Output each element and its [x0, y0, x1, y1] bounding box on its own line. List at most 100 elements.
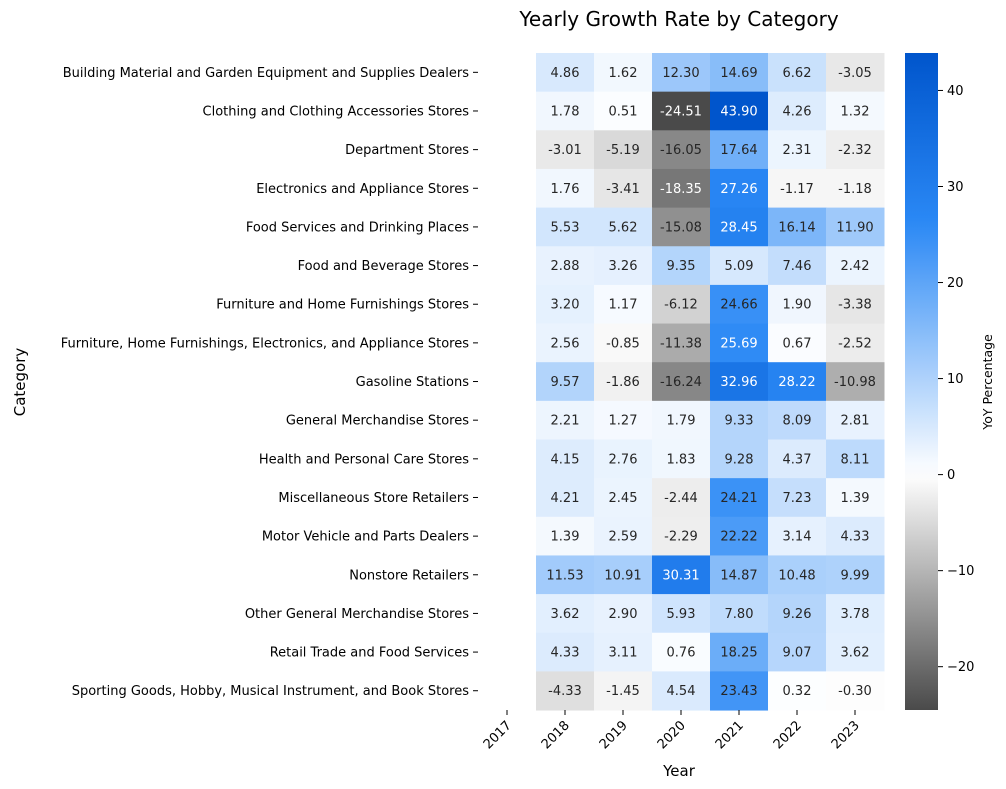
- cell-value-label: -3.05: [838, 66, 872, 81]
- cell-value-label: 6.62: [783, 66, 812, 81]
- heatmap-cell-building-material-and-garden-equipment-and-supplies-dealers-2020: [652, 53, 711, 93]
- x-tick-label: 2023: [829, 718, 863, 752]
- cell-value-label: 4.86: [551, 66, 580, 81]
- heatmap-cell-general-merchandise-stores-2023: [826, 400, 885, 440]
- heatmap-cell-gasoline-stations-2023: [826, 362, 885, 402]
- cell-value-label: 27.26: [720, 182, 757, 197]
- heatmap-cell-motor-vehicle-and-parts-dealers-2023: [826, 516, 885, 556]
- cell-value-label: 1.39: [551, 530, 580, 545]
- colorbar-ticks: −20 −10 0 10 20 30 40: [938, 84, 974, 675]
- cell-value-label: 2.21: [551, 414, 580, 429]
- heatmap-cell-clothing-and-clothing-accessories-stores-2023: [826, 91, 885, 131]
- cell-value-label: 0.32: [783, 684, 812, 699]
- cell-value-label: 2.42: [841, 259, 870, 274]
- heatmap-cell-furniture-and-home-furnishings-stores-2019: [594, 284, 653, 325]
- cell-value-label: 4.33: [551, 646, 580, 661]
- y-tick-label: Clothing and Clothing Accessories Stores: [203, 104, 470, 119]
- heatmap-cell-electronics-and-appliance-stores-2023: [826, 168, 885, 209]
- heatmap-cell-building-material-and-garden-equipment-and-supplies-dealers-2018: [536, 53, 595, 93]
- cell-value-label: 9.28: [725, 452, 754, 467]
- heatmap-cell-health-and-personal-care-stores-2023: [826, 439, 885, 479]
- cell-value-label: 1.78: [551, 104, 580, 119]
- y-tick-label: Department Stores: [345, 143, 469, 158]
- cell-value-label: -2.32: [838, 143, 872, 158]
- heatmap-cell-miscellaneous-store-retailers-2023: [826, 478, 885, 518]
- heatmap-cell-building-material-and-garden-equipment-and-supplies-dealers-2022: [768, 53, 827, 93]
- heatmap-cell-clothing-and-clothing-accessories-stores-2022: [768, 91, 827, 131]
- y-tick-label: Furniture, Home Furnishings, Electronics…: [61, 336, 469, 351]
- cell-value-label: 2.81: [841, 414, 870, 429]
- heatmap-cell-gasoline-stations-2018: [536, 362, 595, 402]
- cell-value-label: 7.80: [725, 607, 754, 622]
- heatmap-cell-building-material-and-garden-equipment-and-supplies-dealers-2019: [594, 53, 653, 93]
- cell-value-label: 1.62: [609, 66, 638, 81]
- cell-value-label: 9.26: [783, 607, 812, 622]
- heatmap-cell-food-and-beverage-stores-2018: [536, 246, 595, 286]
- cell-value-label: -1.17: [780, 182, 814, 197]
- cell-value-label: 4.15: [551, 452, 580, 467]
- cell-value-label: 10.48: [778, 568, 815, 583]
- cell-value-label: 3.11: [609, 646, 638, 661]
- cell-value-label: 2.88: [551, 259, 580, 274]
- heatmap-cell-motor-vehicle-and-parts-dealers-2022: [768, 516, 827, 556]
- cell-value-label: -3.41: [606, 182, 640, 197]
- heatmap-cell-nonstore-retailers-2018: [536, 555, 595, 595]
- cell-value-label: 4.54: [667, 684, 696, 699]
- heatmap-cell-sporting-goods-hobby-musical-instrument-and-book-stores-2019: [594, 671, 653, 711]
- cell-value-label: -18.35: [660, 182, 702, 197]
- colorbar-tick-label: −10: [947, 564, 974, 579]
- cell-value-label: 1.76: [551, 182, 580, 197]
- heatmap-cell-miscellaneous-store-retailers-2021: [710, 478, 769, 518]
- cell-value-label: -0.30: [838, 684, 872, 699]
- heatmap-cell-miscellaneous-store-retailers-2020: [652, 478, 711, 518]
- colorbar-tick-label: −20: [947, 660, 974, 675]
- heatmap-cell-nonstore-retailers-2022: [768, 555, 827, 595]
- cell-value-label: 2.59: [609, 530, 638, 545]
- y-tick-label: Retail Trade and Food Services: [270, 646, 470, 661]
- cell-value-label: -3.01: [548, 143, 582, 158]
- heatmap-cell-food-and-beverage-stores-2021: [710, 246, 769, 286]
- heatmap-cell-motor-vehicle-and-parts-dealers-2018: [536, 516, 595, 556]
- cell-value-label: 43.90: [720, 104, 757, 119]
- cell-value-label: -10.98: [834, 375, 876, 390]
- cell-value-label: -2.29: [664, 530, 698, 545]
- cell-value-label: 14.87: [720, 568, 757, 583]
- heatmap-cell-food-and-beverage-stores-2023: [826, 246, 885, 286]
- heatmap-cells: 4.86 1.62 12.30 14.69 6.62 -3.05 1.78 0.51 -24.5…: [536, 53, 885, 711]
- cell-value-label: 8.11: [841, 452, 870, 467]
- heatmap-cell-sporting-goods-hobby-musical-instrument-and-book-stores-2023: [826, 671, 885, 711]
- colorbar-tick-label: 10: [947, 372, 964, 387]
- cell-value-label: 23.43: [720, 684, 757, 699]
- heatmap-cell-health-and-personal-care-stores-2021: [710, 439, 769, 479]
- cell-value-label: 14.69: [720, 66, 757, 81]
- heatmap-cell-clothing-and-clothing-accessories-stores-2019: [594, 91, 653, 131]
- cell-value-label: 3.62: [551, 607, 580, 622]
- cell-value-label: 2.90: [609, 607, 638, 622]
- cell-value-label: -1.18: [838, 182, 872, 197]
- colorbar-tick-label: 30: [947, 180, 964, 195]
- heatmap-cell-food-services-and-drinking-places-2021: [710, 207, 769, 247]
- heatmap-cell-miscellaneous-store-retailers-2018: [536, 478, 595, 518]
- heatmap-cell-department-stores-2023: [826, 130, 885, 170]
- heatmap-cell-building-material-and-garden-equipment-and-supplies-dealers-2023: [826, 53, 885, 93]
- cell-value-label: 1.83: [667, 452, 696, 467]
- cell-value-label: 2.45: [609, 491, 638, 506]
- heatmap-cell-nonstore-retailers-2020: [652, 555, 711, 595]
- y-tick-label: General Merchandise Stores: [286, 414, 469, 429]
- cell-value-label: 17.64: [720, 143, 757, 158]
- heatmap-cell-motor-vehicle-and-parts-dealers-2021: [710, 516, 769, 556]
- heatmap-cell-department-stores-2021: [710, 130, 769, 170]
- heatmap-cell-retail-trade-and-food-services-2018: [536, 632, 595, 672]
- cell-value-label: 2.56: [551, 336, 580, 351]
- cell-value-label: 4.33: [841, 530, 870, 545]
- heatmap-cell-food-services-and-drinking-places-2019: [594, 207, 653, 247]
- cell-value-label: 18.25: [720, 646, 757, 661]
- cell-value-label: 16.14: [778, 220, 815, 235]
- heatmap-cell-furniture-home-furnishings-electronics-and-appliance-stores-2019: [594, 323, 653, 363]
- y-tick-label: Motor Vehicle and Parts Dealers: [262, 530, 469, 545]
- heatmap-cell-food-and-beverage-stores-2022: [768, 246, 827, 286]
- cell-value-label: 2.31: [783, 143, 812, 158]
- y-tick-labels: Building Material and Garden Equipment a…: [61, 66, 478, 699]
- cell-value-label: 5.53: [551, 220, 580, 235]
